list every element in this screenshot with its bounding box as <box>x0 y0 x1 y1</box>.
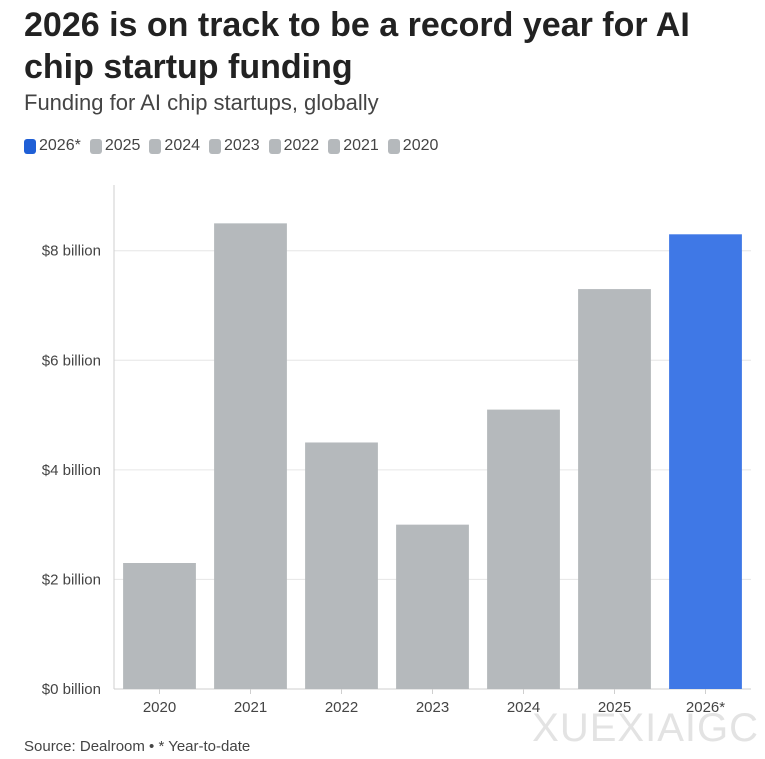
legend-label: 2026* <box>39 137 81 154</box>
x-tick-label: 2022 <box>325 699 358 716</box>
x-tick-label: 2023 <box>416 699 449 716</box>
legend-item: 2024 <box>149 137 200 155</box>
y-tick-label: $2 billion <box>42 571 101 588</box>
x-tick-label: 2021 <box>234 699 267 716</box>
legend-swatch <box>24 138 36 154</box>
watermark: XUEXIAIGC <box>532 706 759 750</box>
y-tick-label: $6 billion <box>42 352 101 369</box>
legend-label: 2021 <box>343 137 379 154</box>
legend-swatch <box>268 138 281 154</box>
y-tick-label: $8 billion <box>42 243 101 260</box>
legend-swatch <box>89 138 102 154</box>
bar-2022 <box>305 442 378 689</box>
bar-2024 <box>487 409 560 689</box>
legend-item: 2020 <box>387 137 439 155</box>
legend-label: 2022 <box>283 137 320 154</box>
legend-label: 2023 <box>224 137 260 154</box>
y-tick-label: $4 billion <box>42 462 101 479</box>
x-tick-label: 2024 <box>507 699 540 716</box>
legend: 2026* 2025 2024 2023 2022 2021 2020 <box>24 137 438 155</box>
x-tick-label: 2026* <box>686 699 725 716</box>
legend-swatch <box>328 138 341 154</box>
bar-2021 <box>214 223 287 689</box>
legend-item: 2023 <box>209 137 260 155</box>
source-note: Source: Dealroom • * Year-to-date <box>24 738 251 755</box>
bar-2023 <box>396 524 469 689</box>
legend-label: 2025 <box>104 137 141 154</box>
legend-item: 2026* <box>24 137 81 155</box>
legend-item: 2021 <box>328 137 379 155</box>
legend-swatch <box>387 138 400 154</box>
bar-2026 <box>669 234 742 689</box>
y-tick-label: $0 billion <box>42 681 101 698</box>
x-tick-label: 2025 <box>598 699 631 716</box>
x-tick-label: 2020 <box>143 699 176 716</box>
chart-subtitle: Funding for AI chip startups, globally <box>24 90 379 115</box>
chart-title: 2026 is on track to be a record year for… <box>24 6 690 86</box>
legend-swatch <box>209 138 222 154</box>
legend-label: 2020 <box>402 137 439 154</box>
legend-item: 2022 <box>268 137 320 155</box>
legend-swatch <box>149 138 162 154</box>
bar-chart: $0 billion $2 billion $4 billion $6 billion… <box>42 185 751 716</box>
legend-label: 2024 <box>164 137 201 154</box>
legend-item: 2025 <box>89 137 141 155</box>
bar-2020 <box>123 563 196 689</box>
bar-2025 <box>578 289 651 689</box>
